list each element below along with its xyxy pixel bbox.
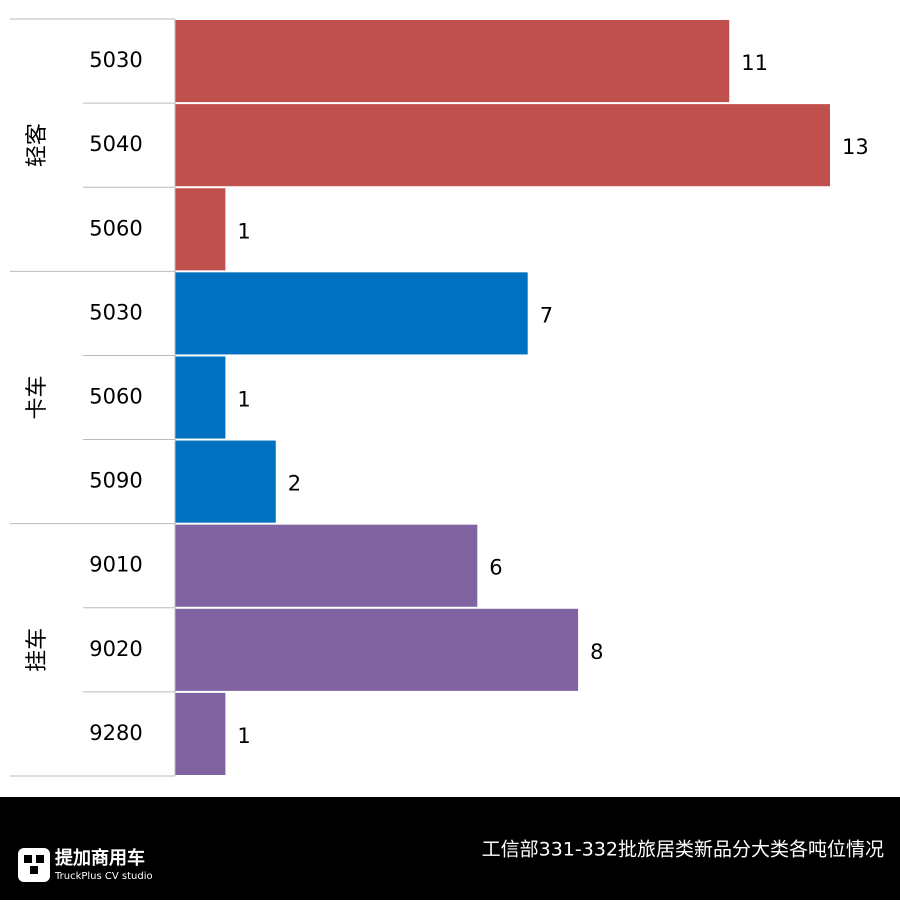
bar — [175, 272, 528, 355]
brand: 提加商用车 — [55, 847, 145, 869]
brand-sub: TruckPlus CV studio — [54, 871, 153, 882]
category-label: 5030 — [89, 48, 142, 72]
bar — [175, 440, 276, 523]
logo — [18, 848, 50, 882]
bar — [175, 692, 226, 775]
value-label: 1 — [237, 219, 250, 243]
category-label: 5090 — [89, 469, 142, 493]
value-label: 13 — [842, 135, 869, 159]
value-label: 1 — [237, 388, 250, 412]
value-label: 11 — [741, 51, 768, 75]
category-label: 9010 — [89, 553, 142, 577]
category-label: 9020 — [89, 637, 142, 661]
bar — [175, 20, 730, 103]
group-label: 挂车 — [25, 628, 50, 672]
bar — [175, 104, 830, 187]
value-label: 1 — [237, 724, 250, 748]
value-label: 6 — [489, 556, 502, 580]
value-label: 8 — [590, 640, 603, 664]
category-label: 5060 — [89, 216, 142, 240]
chart-title: 工信部331-332批旅居类新品分大类各吨位情况 — [482, 839, 884, 861]
category-label: 5040 — [89, 132, 142, 156]
category-label: 5060 — [89, 385, 142, 409]
group-label: 卡车 — [25, 375, 50, 419]
bar — [175, 356, 226, 439]
bar — [175, 188, 226, 271]
group-label: 轻客 — [25, 123, 50, 167]
value-label: 2 — [288, 472, 301, 496]
value-label: 7 — [540, 303, 553, 327]
category-label: 9280 — [89, 721, 142, 745]
bar — [175, 608, 579, 691]
bar — [175, 524, 478, 607]
category-label: 5030 — [89, 300, 142, 324]
footer-band — [0, 797, 900, 900]
